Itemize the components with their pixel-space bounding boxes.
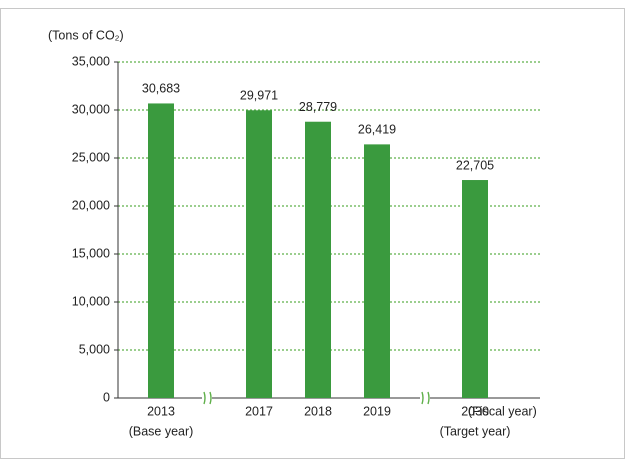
- y-tick-label: 0: [103, 390, 110, 404]
- value-label: 28,779: [299, 100, 337, 114]
- value-label: 30,683: [142, 82, 180, 96]
- y-axis-label: (Tons of CO₂): [48, 28, 124, 42]
- x-tick-label: 2018: [304, 404, 332, 418]
- y-tick-label: 20,000: [72, 198, 110, 212]
- y-tick-label: 25,000: [72, 150, 110, 164]
- y-tick-label: 15,000: [72, 246, 110, 260]
- y-tick-label: 10,000: [72, 294, 110, 308]
- x-tick-sublabel: (Base year): [129, 424, 194, 438]
- y-tick-label: 30,000: [72, 102, 110, 116]
- x-axis-label: (Fiscal year): [468, 404, 537, 418]
- x-tick-label: 2019: [363, 404, 391, 418]
- x-tick-sublabel: (Target year): [440, 424, 511, 438]
- x-tick-label: 2017: [245, 404, 273, 418]
- axis-break-gap: [202, 392, 212, 404]
- axis-break: [427, 391, 430, 405]
- axis-break-gap: [420, 392, 430, 404]
- axis-break: [209, 391, 212, 405]
- y-tick-label: 5,000: [79, 342, 110, 356]
- bar: [305, 121, 331, 398]
- axis-break: [421, 391, 424, 405]
- bar: [462, 180, 488, 398]
- value-label: 22,705: [456, 158, 494, 172]
- bar: [364, 144, 390, 398]
- y-tick-label: 35,000: [72, 54, 110, 68]
- value-label: 29,971: [240, 89, 278, 103]
- bar: [148, 103, 174, 398]
- x-tick-label: 2013: [147, 404, 175, 418]
- axis-break: [203, 391, 206, 405]
- value-label: 26,419: [358, 123, 396, 137]
- x-tick-label: 2030: [461, 404, 489, 418]
- bar: [246, 110, 272, 399]
